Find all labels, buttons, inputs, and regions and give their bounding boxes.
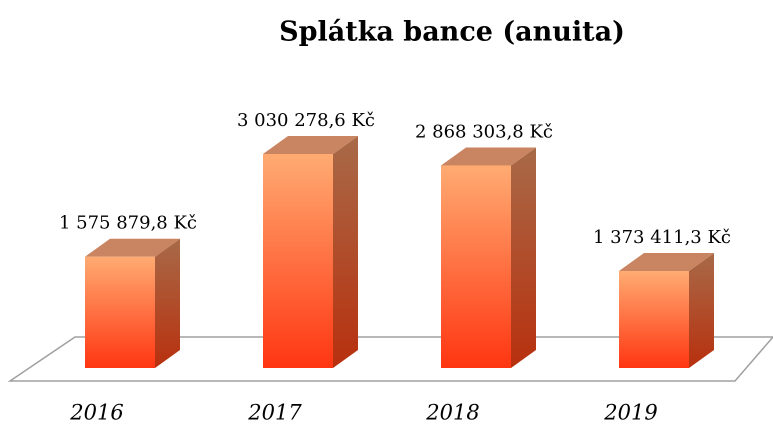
bar	[85, 256, 155, 368]
bar	[263, 154, 333, 368]
bar-side	[333, 136, 358, 368]
bar-top	[441, 147, 536, 166]
value-label: 3 030 278,6 Kč	[237, 110, 375, 131]
bar-side	[511, 147, 536, 368]
bar-side	[689, 253, 714, 368]
bar-top	[85, 238, 180, 257]
x-tick-label: 2018	[425, 401, 479, 425]
bar-side	[155, 238, 180, 368]
bar	[619, 271, 689, 368]
x-tick-label: 2017	[247, 401, 302, 425]
value-label: 1 575 879,8 Kč	[59, 213, 197, 234]
bar-top	[263, 136, 358, 154]
value-label: 2 868 303,8 Kč	[415, 121, 553, 142]
bar	[441, 165, 511, 368]
value-label: 1 373 411,3 Kč	[593, 227, 731, 248]
x-tick-label: 2016	[69, 401, 123, 425]
bar-top	[619, 253, 714, 272]
x-tick-label: 2019	[603, 401, 657, 425]
chart-title: Splátka bance (anuita)	[279, 17, 625, 48]
floor	[7, 336, 773, 382]
